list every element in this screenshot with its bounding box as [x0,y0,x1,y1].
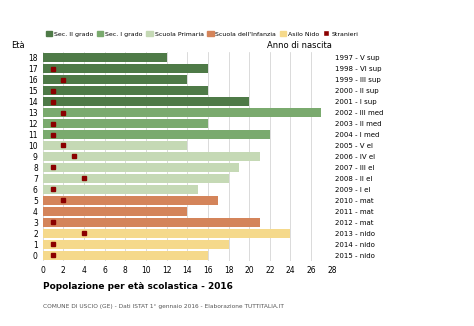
Text: COMUNE DI USCIO (GE) - Dati ISTAT 1° gennaio 2016 - Elaborazione TUTTITALIA.IT: COMUNE DI USCIO (GE) - Dati ISTAT 1° gen… [43,304,283,309]
Bar [43,53,166,62]
Bar [43,251,208,260]
Bar [43,218,259,227]
Bar [43,152,259,161]
Bar [43,229,291,238]
Bar [43,108,321,117]
Bar [43,207,187,216]
Text: Età: Età [11,41,25,50]
Bar [43,174,228,183]
Legend: Sec. II grado, Sec. I grado, Scuola Primaria, Scuola dell'Infanzia, Asilo Nido, : Sec. II grado, Sec. I grado, Scuola Prim… [46,31,358,37]
Bar [43,86,208,95]
Text: Anno di nascita: Anno di nascita [267,41,332,50]
Bar [43,163,239,172]
Bar [43,75,187,84]
Bar [43,185,198,194]
Bar [43,97,249,106]
Bar [43,196,218,205]
Bar [43,141,187,150]
Bar [43,240,228,249]
Bar [43,119,208,128]
Bar [43,130,270,139]
Text: Popolazione per età scolastica - 2016: Popolazione per età scolastica - 2016 [43,282,233,290]
Bar [43,64,208,73]
